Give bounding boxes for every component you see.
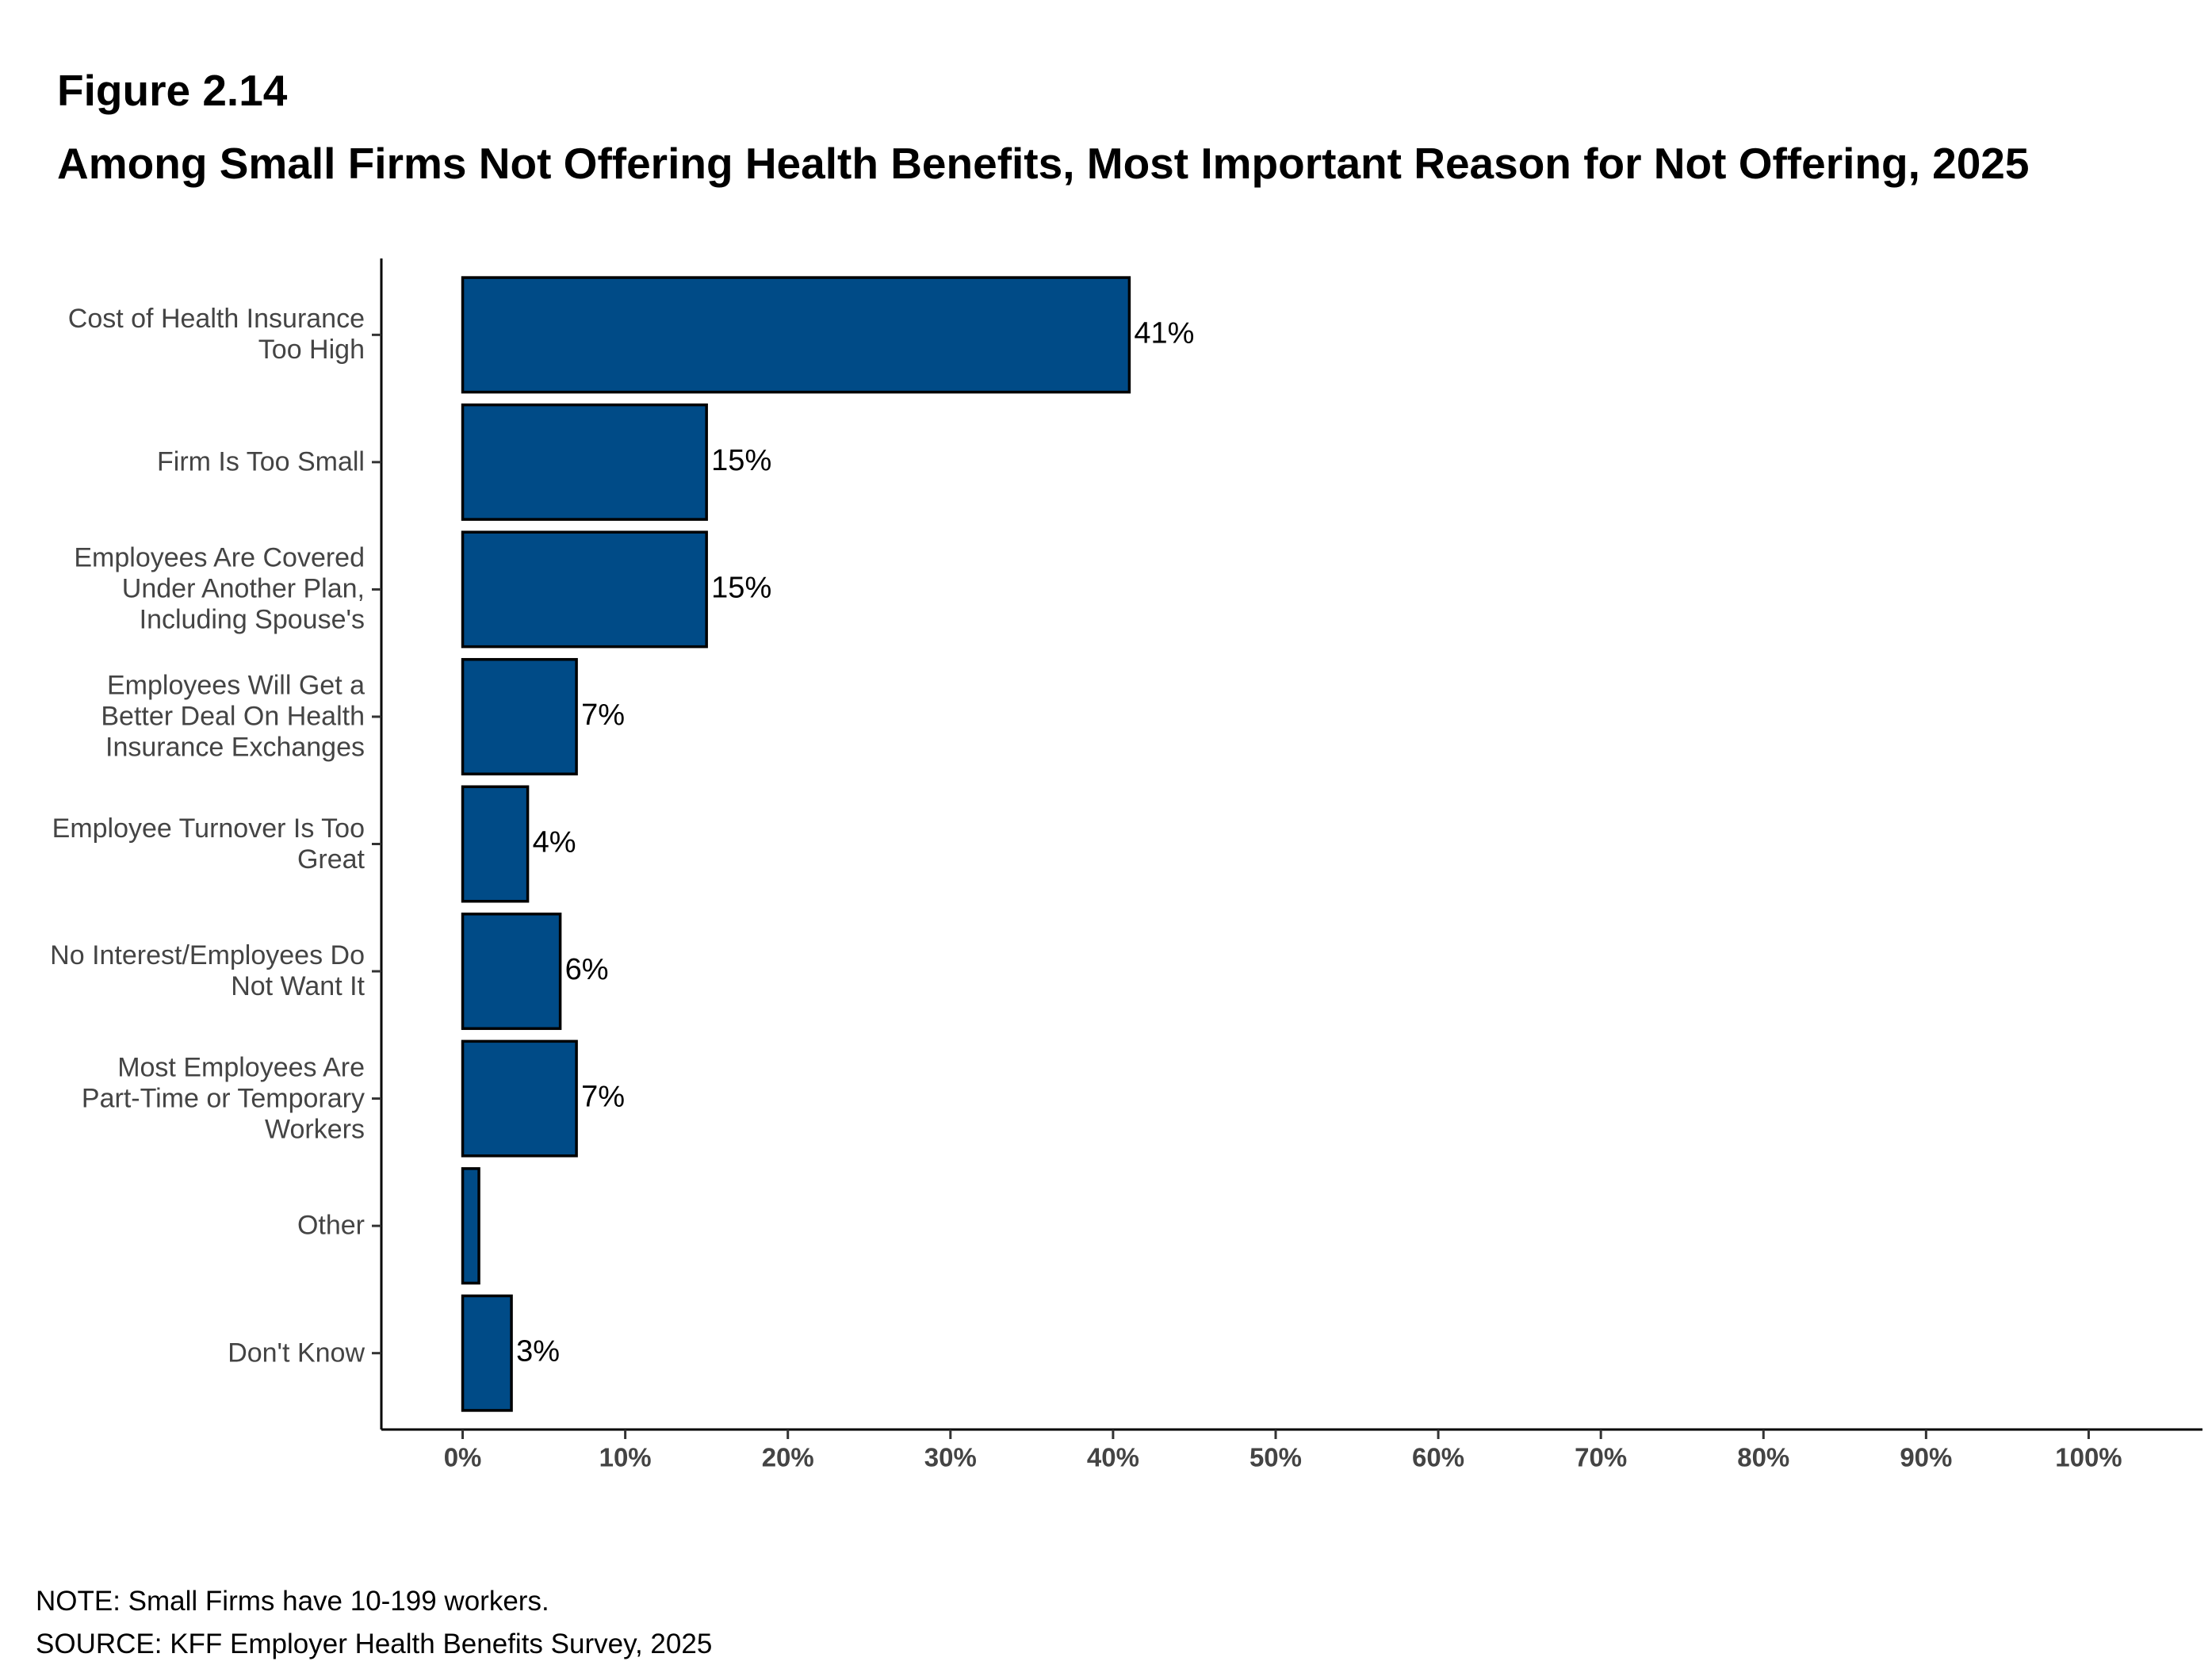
data-label: 4% xyxy=(533,826,576,859)
x-tick-label: 60% xyxy=(1412,1443,1464,1472)
y-tick-label: No Interest/Employees Do Not Want It xyxy=(50,940,365,1002)
y-tick-label: Employees Are Covered Under Another Plan… xyxy=(74,542,365,635)
data-label: 7% xyxy=(581,699,625,732)
y-tick-label: Employee Turnover Is Too Great xyxy=(52,813,365,875)
y-tick-label: Other xyxy=(297,1210,365,1241)
bar xyxy=(461,657,578,775)
y-tick-label: Firm Is Too Small xyxy=(157,446,365,477)
x-tick-label: 70% xyxy=(1575,1443,1627,1472)
x-tick-label: 20% xyxy=(762,1443,814,1472)
x-tick-label: 80% xyxy=(1737,1443,1789,1472)
data-label: 7% xyxy=(581,1081,625,1114)
data-label: 15% xyxy=(711,571,771,604)
y-tick-label: Don't Know xyxy=(228,1338,365,1368)
x-tick-label: 0% xyxy=(444,1443,482,1472)
bar xyxy=(461,1294,513,1412)
data-label: 3% xyxy=(516,1335,560,1368)
chart-title: Among Small Firms Not Offering Health Be… xyxy=(57,139,2030,188)
bar xyxy=(461,1039,578,1158)
note: NOTE: Small Firms have 10-199 workers. xyxy=(36,1586,549,1617)
x-tick-label: 50% xyxy=(1250,1443,1302,1472)
x-tick-label: 30% xyxy=(924,1443,977,1472)
bar xyxy=(461,403,708,521)
x-tick-label: 40% xyxy=(1087,1443,1139,1472)
y-tick-label: Cost of Health Insurance Too High xyxy=(67,304,365,366)
x-tick-label: 100% xyxy=(2055,1443,2122,1472)
x-tick-label: 10% xyxy=(599,1443,652,1472)
bar xyxy=(461,913,562,1031)
note: SOURCE: KFF Employer Health Benefits Sur… xyxy=(36,1629,713,1659)
y-tick-label: Employees Will Get a Better Deal On Heal… xyxy=(101,670,365,763)
x-tick-label: 90% xyxy=(1900,1443,1952,1472)
bar xyxy=(461,530,708,649)
data-label: 41% xyxy=(1134,316,1194,350)
bar xyxy=(461,1167,480,1285)
y-tick-label: Most Employees Are Part-Time or Temporar… xyxy=(81,1052,365,1145)
data-label: 15% xyxy=(711,444,771,477)
data-label: 6% xyxy=(565,953,609,986)
bar xyxy=(461,276,1131,394)
figure-label: Figure 2.14 xyxy=(57,66,288,115)
bar xyxy=(461,785,530,903)
